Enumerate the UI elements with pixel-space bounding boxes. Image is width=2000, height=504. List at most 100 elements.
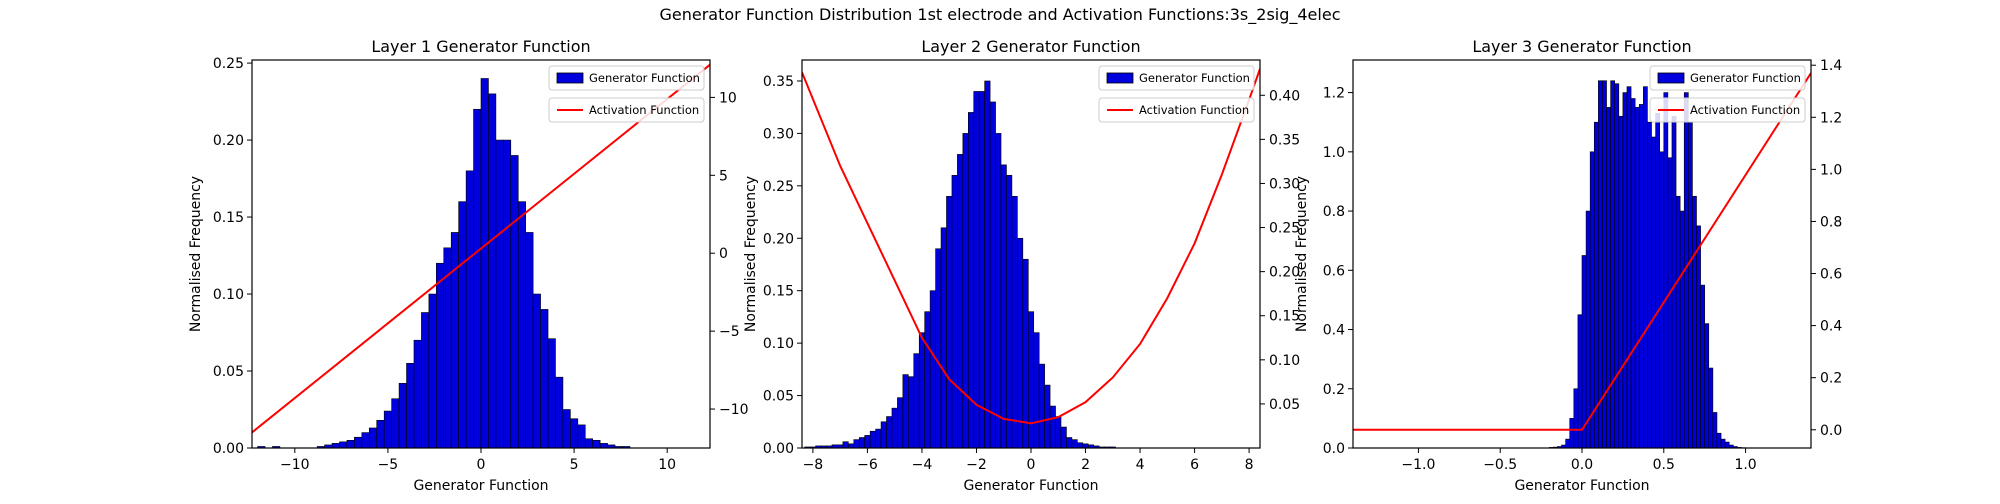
histogram-bar [1001,165,1006,448]
histogram-bar [600,443,607,448]
histogram-bar [848,444,853,448]
x-tick-label: 1.0 [1734,457,1756,473]
histogram-bars [1549,81,1745,448]
y-tick-label: 0.25 [763,179,794,195]
y-tick-label: 0.15 [213,210,244,226]
histogram-bar [1697,226,1701,448]
histogram-bar [1578,315,1582,448]
y-tick-label: 0.00 [763,441,794,457]
histogram-bar [1034,333,1039,448]
histogram-bar [1607,107,1611,448]
histogram-bar [903,375,908,448]
histogram-bar [1635,107,1639,448]
y2-tick-label: 0.10 [1269,353,1300,369]
histogram-bar [332,443,339,448]
y2-tick-label: 0.35 [1269,132,1300,148]
histogram-bar [876,429,881,448]
histogram-bar [881,422,886,448]
x-tick-label: 5 [570,457,579,473]
y2-tick-label: 0.6 [1820,267,1842,283]
figure-suptitle: Generator Function Distribution 1st elec… [0,5,2000,24]
histogram-bar [436,263,443,448]
legend-label: Activation Function [589,103,699,117]
histogram-bar [1619,116,1623,448]
histogram-bar [496,140,503,448]
histogram-bar [1061,427,1066,448]
y-tick-label: 0.20 [213,133,244,149]
x-tick-label: 0 [477,457,486,473]
histogram-bar [585,439,592,448]
histogram-bar [466,171,473,448]
legend-swatch-histogram [557,73,583,83]
histogram-bar [362,433,369,448]
histogram-bar [979,91,984,448]
y2-tick-label: 0.4 [1820,319,1842,335]
y-tick-label: 0.4 [1323,323,1345,339]
y2-tick-label: 0.05 [1269,397,1300,413]
histogram-bar [1006,175,1011,448]
histogram-bar [429,294,436,448]
histogram-bar [1039,364,1044,448]
histogram-bar [474,109,481,448]
histogram-bar [957,154,962,448]
x-tick-label: −4 [912,457,933,473]
histogram-bar [1582,255,1586,448]
histogram-bar [570,419,577,448]
histogram-bar [1717,433,1721,448]
x-tick-label: 6 [1190,457,1199,473]
histogram-bar [1017,238,1022,448]
legend-swatch-histogram [1658,73,1684,83]
histogram-bar [936,249,941,448]
histogram-bar [946,196,951,448]
histogram-bar [919,333,924,448]
histogram-bar [843,442,848,448]
histogram-bar [1643,87,1647,448]
histogram-bar [459,202,466,448]
x-axis-label: Generator Function [963,478,1098,494]
histogram-bar [481,78,488,448]
histogram-bar [384,411,391,448]
histogram-bar [1045,385,1050,448]
histogram-bar [996,133,1001,448]
histogram-bar [1692,196,1696,448]
histogram-bars [258,78,630,448]
histogram-bar [1652,137,1656,448]
histogram-bar [1574,389,1578,448]
histogram-bar [865,435,870,448]
histogram-bar [354,437,361,448]
histogram-bar [1083,444,1088,448]
histogram-bar [1598,81,1602,448]
y-tick-label: 0.30 [763,126,794,142]
chart-title: Layer 1 Generator Function [371,37,590,56]
y-axis-label: Normalised Frequency [1294,176,1310,332]
histogram-bar [414,340,421,448]
chart-title: Layer 2 Generator Function [921,37,1140,56]
histogram-bar [1570,418,1574,448]
histogram-bar [941,228,946,448]
legend-label: Generator Function [1690,71,1801,85]
x-tick-label: −6 [857,457,878,473]
histogram-bar [377,420,384,448]
histogram-bar [1647,122,1651,448]
histogram-bar [990,102,995,448]
histogram-bar [1725,442,1729,448]
histogram-bar [1012,196,1017,448]
histogram-bar [1077,443,1082,448]
histogram-bar [451,232,458,448]
legend-label: Activation Function [1139,103,1249,117]
histogram-bar [1668,158,1672,448]
histogram-bar [1566,439,1570,448]
x-tick-label: 4 [1136,457,1145,473]
y-tick-label: 0.00 [213,441,244,457]
x-tick-label: 2 [1081,457,1090,473]
histogram-bar [392,399,399,448]
histogram-bar [1615,84,1619,448]
histogram-bar [897,398,902,448]
y2-tick-label: 0.2 [1820,371,1842,387]
x-tick-label: 10 [658,457,676,473]
y-tick-label: 0.8 [1323,204,1345,220]
x-tick-label: 0.5 [1653,457,1675,473]
